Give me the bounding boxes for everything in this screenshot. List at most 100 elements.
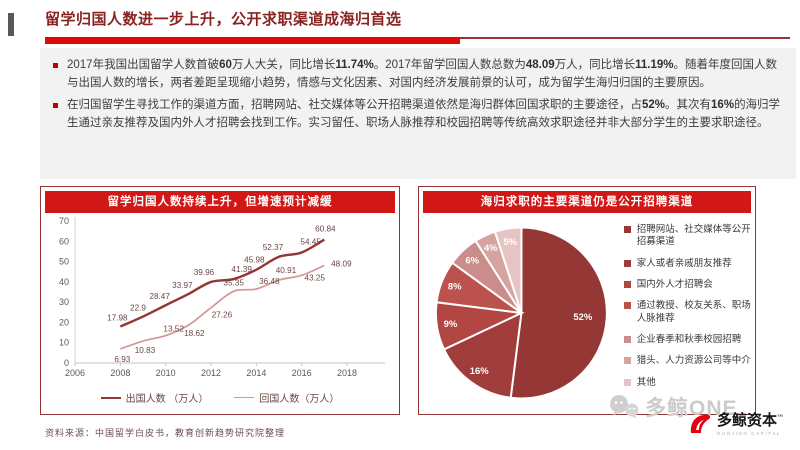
- pie-slice: [442, 311, 523, 399]
- pie-legend-label: 猎头、人力资源公司等中介: [636, 355, 751, 367]
- svg-text:60: 60: [59, 236, 69, 246]
- title-underline: [45, 37, 790, 45]
- svg-text:2012: 2012: [201, 368, 221, 378]
- pie-legend-item: 招聘网站、社交媒体等公开招募渠道: [623, 223, 751, 249]
- page-title: 留学归国人数进一步上升，公开求职渠道成海归首选: [45, 11, 402, 28]
- svg-text:48.09: 48.09: [331, 259, 352, 268]
- bullet-marker-icon: [53, 102, 58, 108]
- summary-bullet-list: 2017年我国出国留学人数首破60万人大关，同比增长11.74%。2017年留学…: [50, 56, 782, 133]
- company-logo: 多鲸资本™ DUOJING CAPITAL: [688, 412, 783, 436]
- line-swatch-returned-icon: [234, 397, 255, 398]
- logo-subtext: DUOJING CAPITAL: [717, 431, 781, 436]
- pie-slice: [493, 226, 523, 314]
- svg-text:17.98: 17.98: [107, 314, 128, 323]
- pie-slice: [509, 226, 608, 400]
- legend-item-departed: 出国人数 （万人）: [100, 390, 209, 405]
- svg-text:22.9: 22.9: [130, 304, 146, 313]
- svg-text:41.39: 41.39: [231, 265, 252, 274]
- svg-text:54.45: 54.45: [300, 238, 321, 247]
- bullet-marker-icon: [53, 63, 58, 68]
- pie-legend-label: 国内外人才招聘会: [636, 278, 713, 290]
- pie-legend-swatch-icon: [623, 302, 631, 310]
- wechat-watermark: 多鲸ONE: [606, 392, 738, 422]
- svg-text:33.97: 33.97: [172, 281, 193, 290]
- legend-item-returned: 回国人数（万人）: [234, 390, 339, 405]
- whale-logo-icon: [690, 414, 711, 433]
- summary-bullet: 2017年我国出国留学人数首破60万人大关，同比增长11.74%。2017年留学…: [50, 56, 782, 93]
- svg-text:2016: 2016: [292, 368, 312, 378]
- svg-text:2014: 2014: [246, 368, 266, 378]
- wechat-icon: [610, 395, 639, 419]
- title-underline-thin: [460, 37, 790, 39]
- summary-bullet: 在归国留学生寻找工作的渠道方面，招聘网站、社交媒体等公开招聘渠道依然是海归群体回…: [50, 96, 782, 133]
- svg-text:39.96: 39.96: [194, 268, 215, 277]
- pie-slice-label: 16%: [470, 366, 489, 377]
- svg-text:40: 40: [59, 277, 69, 287]
- line-chart-title: 留学归国人数持续上升，但增速预计减缓: [45, 191, 395, 213]
- pie-slice-label: 4%: [484, 243, 498, 254]
- svg-text:27.26: 27.26: [212, 311, 233, 320]
- pie-legend-swatch-icon: [623, 280, 631, 288]
- pie-legend-item: 企业春季和秋季校园招聘: [623, 334, 751, 346]
- pie-legend-item: 其他: [623, 376, 751, 389]
- legend-label-departed: 出国人数 （万人）: [125, 394, 209, 405]
- svg-text:18.62: 18.62: [184, 329, 205, 338]
- pie-legend-swatch-icon: [623, 336, 631, 344]
- svg-text:2018: 2018: [337, 368, 357, 378]
- svg-text:2006: 2006: [65, 368, 85, 378]
- watermark-text: 多鲸ONE: [645, 397, 738, 420]
- bullet-text: 2017年我国出国留学人数首破60万人大关，同比增长11.74%。2017年留学…: [67, 59, 778, 90]
- svg-text:40.91: 40.91: [276, 266, 297, 275]
- svg-text:36.48: 36.48: [259, 277, 280, 286]
- pie-slice-label: 5%: [503, 237, 517, 248]
- charts-row: 留学归国人数持续上升，但增速预计减缓 0 10 20 30 40 50 60 70 2006 20…: [40, 186, 756, 415]
- logo-trademark: ™: [777, 414, 784, 421]
- pie-chart: 52% 16% 9% 8% 6% 4% 5%: [434, 226, 608, 400]
- pie-slice-label: 9%: [444, 319, 458, 330]
- pie-legend-item: 家人或者亲戚朋友推荐: [623, 257, 751, 270]
- pie-legend-item: 通过教授、校友关系、职场人脉推荐: [623, 300, 751, 325]
- source-note: 资料来源：中国留学白皮书，教育创新趋势研究院整理: [45, 428, 286, 438]
- svg-text:28.47: 28.47: [149, 292, 170, 301]
- pie-chart-panel: 海归求职的主要渠道仍是公开招聘渠道 52% 16% 9% 8% 6% 4% 5% 招聘网站、…: [418, 186, 756, 415]
- pie-slice-label: 6%: [465, 256, 479, 267]
- pie-legend: 招聘网站、社交媒体等公开招募渠道家人或者亲戚朋友推荐 国内外人才招聘会通过教授、校…: [623, 223, 751, 398]
- svg-text:20: 20: [59, 317, 69, 327]
- pie-legend-swatch-icon: [623, 225, 631, 233]
- pie-legend-label: 家人或者亲戚朋友推荐: [636, 257, 732, 269]
- pie-legend-item: 猎头、人力资源公司等中介: [623, 355, 751, 367]
- svg-text:43.25: 43.25: [304, 273, 325, 282]
- legend-label-returned: 回国人数（万人）: [259, 394, 340, 405]
- svg-text:60.84: 60.84: [315, 225, 336, 234]
- svg-text:10.83: 10.83: [135, 346, 156, 355]
- svg-text:13.52: 13.52: [163, 325, 184, 334]
- pie-slice-label: 8%: [448, 282, 462, 293]
- pie-legend-swatch-icon: [623, 357, 631, 365]
- svg-text:0: 0: [64, 358, 69, 368]
- pie-legend-swatch-icon: [623, 259, 631, 267]
- svg-text:50: 50: [59, 257, 69, 267]
- pie-slice-label: 52%: [573, 312, 592, 323]
- pie-chart-body: 52% 16% 9% 8% 6% 4% 5% 招聘网站、社交媒体等公开招募渠道家人或者亲戚朋…: [423, 213, 751, 409]
- pie-legend-label: 其他: [636, 376, 656, 388]
- logo-name: 多鲸资本: [717, 412, 778, 429]
- summary-block: 2017年我国出国留学人数首破60万人大关，同比增长11.74%。2017年留学…: [40, 48, 796, 179]
- line-chart: 0 10 20 30 40 50 60 70 2006 2008 2010 2012 2014 2016 2…: [59, 216, 385, 378]
- pie-legend-label: 通过教授、校友关系、职场人脉推荐: [636, 300, 751, 324]
- pie-legend-label: 企业春季和秋季校园招聘: [636, 334, 742, 346]
- svg-text:6.93: 6.93: [114, 355, 130, 364]
- pie-legend-item: 国内外人才招聘会: [623, 278, 751, 291]
- svg-text:70: 70: [59, 216, 69, 226]
- title-underline-thick: [45, 37, 460, 44]
- line-swatch-departed-icon: [100, 396, 121, 399]
- logo-text-block: 多鲸资本™ DUOJING CAPITAL: [717, 412, 783, 436]
- pie-legend-swatch-icon: [623, 378, 631, 386]
- line-chart-panel: 留学归国人数持续上升，但增速预计减缓 0 10 20 30 40 50 60 70 2006 20…: [40, 186, 400, 415]
- svg-text:45.98: 45.98: [244, 256, 265, 265]
- pie-legend-label: 招聘网站、社交媒体等公开招募渠道: [636, 223, 751, 248]
- slide-corner-marker: [8, 13, 14, 36]
- line-chart-legend: 出国人数 （万人） 回国人数（万人）: [45, 390, 395, 405]
- svg-text:30: 30: [59, 297, 69, 307]
- bullet-text: 在归国留学生寻找工作的渠道方面，招聘网站、社交媒体等公开招聘渠道依然是海归群体回…: [67, 98, 781, 130]
